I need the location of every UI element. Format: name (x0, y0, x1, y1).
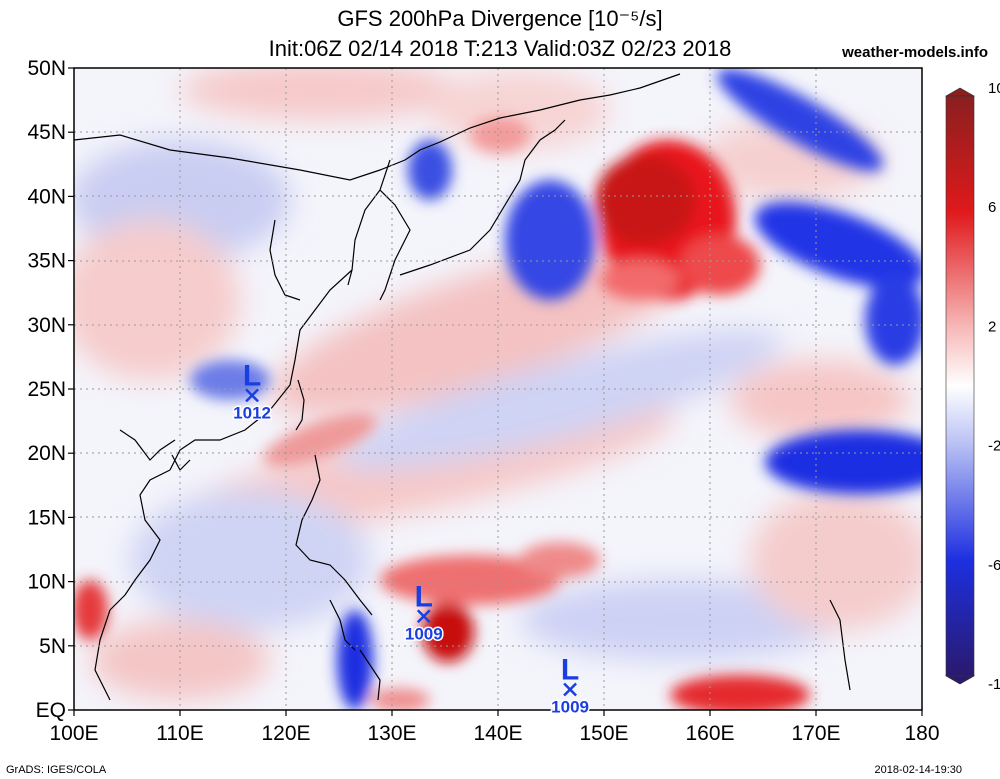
lat-tick-label: 50N (27, 57, 66, 80)
colorbar-label: -10 (988, 676, 1000, 693)
lon-tick-label: 170E (791, 722, 840, 745)
footer-credit: GrADS: IGES/COLA (6, 764, 107, 776)
colorbar-label: 10 (988, 80, 1000, 97)
colorbar-top-arrow (944, 87, 976, 97)
lat-tick-label: EQ (36, 699, 66, 722)
lon-tick-label: 110E (156, 722, 204, 745)
lat-tick-label: 40N (27, 185, 66, 208)
chart-title: GFS 200hPa Divergence [10⁻⁵/s] (337, 6, 663, 31)
low-marker: L 1009 (550, 653, 591, 718)
lat-tick-label: 35N (27, 250, 66, 273)
site-watermark: weather-models.info (842, 44, 988, 61)
lat-tick-label: 5N (39, 635, 66, 658)
low-pressure-value: 1009 (551, 697, 589, 716)
lon-tick-label: 140E (473, 722, 522, 745)
lon-tick-label: 160E (685, 722, 734, 745)
colorbar-label: 6 (988, 199, 996, 216)
low-pressure-markers: L 1012 L 1009 L 1009 (232, 359, 591, 718)
lat-tick-label: 30N (27, 314, 66, 337)
colorbar-label: -2 (988, 438, 1000, 455)
low-pressure-value: 1009 (405, 624, 443, 643)
lon-tick-label: 120E (261, 722, 310, 745)
grid (74, 68, 922, 710)
lon-tick-label: 100E (49, 722, 98, 745)
low-marker: L 1009 (403, 580, 444, 645)
lat-tick-label: 10N (27, 571, 66, 594)
footer-timestamp: 2018-02-14-19:30 (874, 764, 962, 776)
low-pressure-value: 1012 (233, 403, 271, 422)
colorbar-label: -6 (988, 557, 1000, 574)
lat-tick-label: 20N (27, 442, 66, 465)
lat-axis: 50N 45N 40N 35N 30N 25N 20N 15N 10N 5N EQ (27, 57, 74, 722)
colorbar: 10 6 2 -2 -6 -10 (944, 80, 1000, 693)
lon-tick-label: 130E (367, 722, 416, 745)
low-center-cross-icon (245, 388, 259, 403)
low-center-cross-icon (563, 682, 577, 697)
low-center-cross-icon (416, 609, 431, 624)
low-marker: L 1012 (232, 359, 273, 424)
lon-tick-label: 150E (579, 722, 628, 745)
coastlines (74, 73, 851, 701)
lon-tick-label: 180 (904, 722, 939, 745)
colorbar-bottom-arrow (944, 675, 976, 685)
lat-tick-label: 25N (27, 378, 66, 401)
lat-tick-label: 15N (27, 506, 66, 529)
colorbar-label: 2 (988, 318, 996, 335)
low-letter: L (243, 359, 261, 392)
chart-subtitle: Init:06Z 02/14 2018 T:213 Valid:03Z 02/2… (268, 36, 732, 61)
colorbar-bar (945, 95, 975, 677)
low-letter: L (415, 580, 433, 613)
lat-tick-label: 45N (27, 121, 66, 144)
divergence-field (74, 68, 922, 710)
low-letter: L (561, 653, 579, 686)
lon-axis: 100E 110E 120E 130E 140E 150E 160E 170E 180 (49, 710, 940, 745)
